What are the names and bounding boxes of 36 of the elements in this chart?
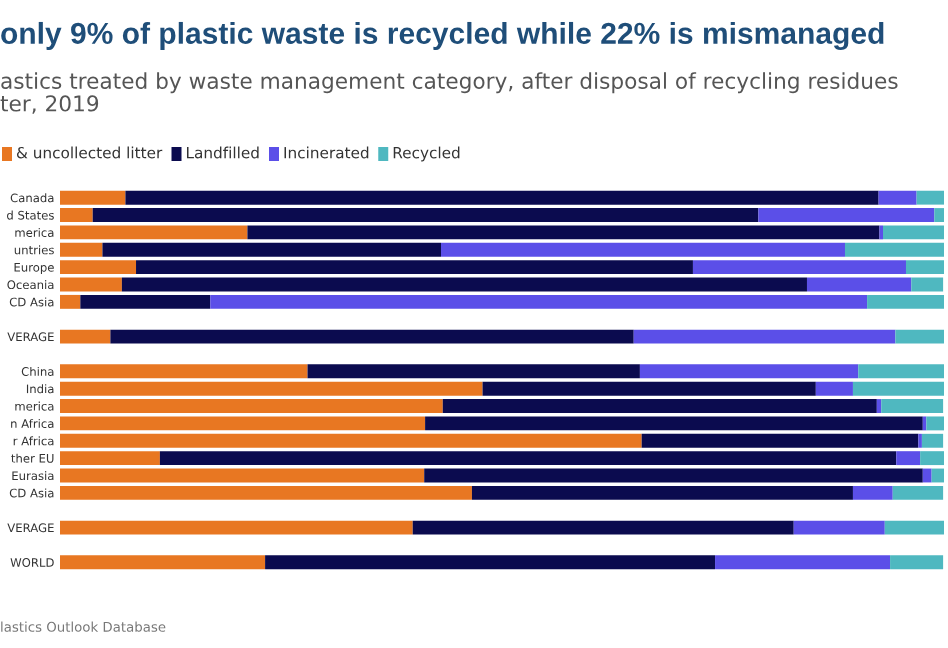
bar — [884, 520, 944, 535]
bar — [110, 329, 634, 344]
bar — [307, 364, 640, 379]
chart-title: only 9% of plastic waste is recycled while 22% is mismanaged — [1, 21, 884, 51]
bar — [892, 485, 944, 500]
bar — [60, 520, 413, 535]
bar — [852, 485, 893, 500]
bar — [265, 555, 716, 570]
bar — [471, 485, 853, 500]
bar — [424, 468, 923, 483]
bar — [931, 468, 944, 483]
bar — [922, 468, 932, 483]
bar — [60, 277, 122, 292]
bar — [867, 294, 944, 309]
bar — [121, 277, 807, 292]
bar — [806, 277, 912, 292]
bar — [715, 555, 891, 570]
bar — [793, 520, 885, 535]
bar — [911, 277, 944, 292]
bar — [60, 555, 266, 570]
bar — [210, 294, 868, 309]
bar — [60, 364, 308, 379]
bar — [80, 294, 211, 309]
bar — [639, 364, 859, 379]
bar — [815, 381, 853, 396]
bar — [890, 555, 944, 570]
bar — [60, 485, 472, 500]
bar — [858, 364, 944, 379]
bar — [412, 520, 794, 535]
bar — [60, 294, 81, 309]
bar — [895, 329, 944, 344]
bar — [60, 329, 111, 344]
bar — [876, 399, 882, 413]
chart-subtitle: astics treated by waste management category, after disposal of recycling residues ter, 2019 — [0, 72, 898, 114]
bar — [633, 329, 896, 344]
bar — [60, 468, 425, 483]
